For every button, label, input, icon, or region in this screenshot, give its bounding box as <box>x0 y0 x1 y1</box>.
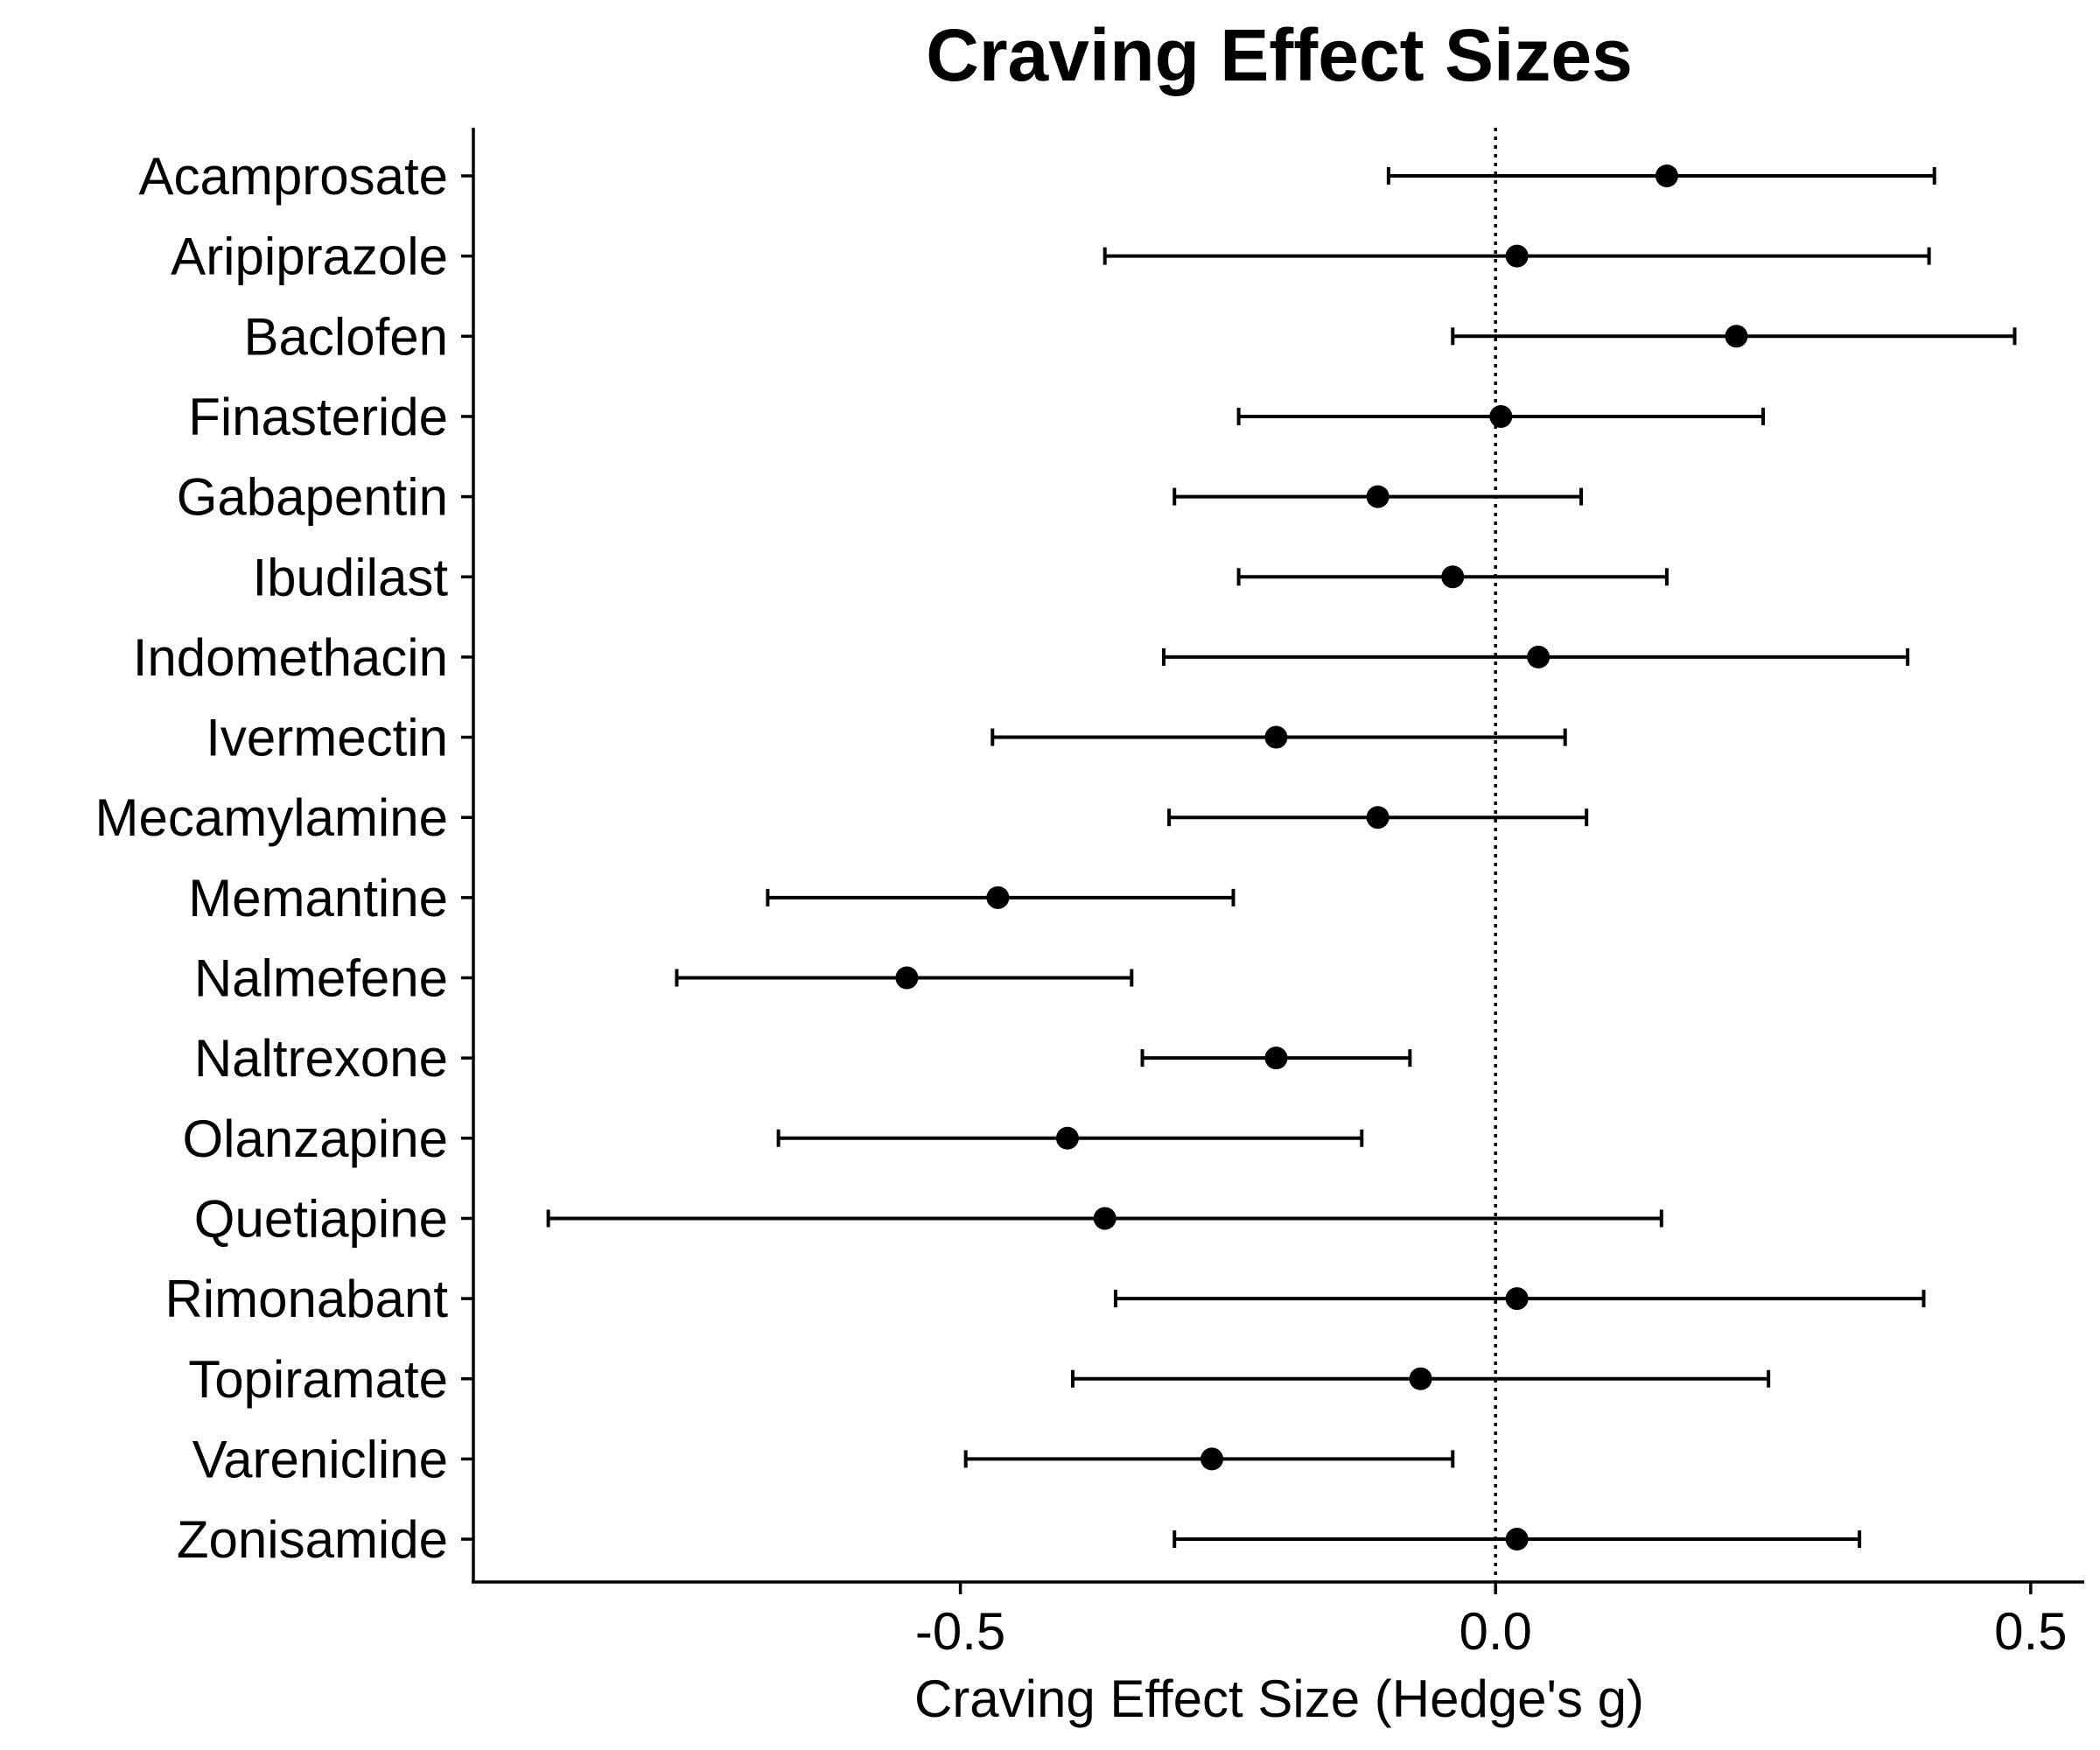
effect-size-point <box>1489 404 1513 428</box>
y-category-label: Olanzapine <box>182 1110 448 1168</box>
effect-size-point <box>1409 1367 1432 1390</box>
effect-size-point <box>1200 1447 1224 1471</box>
x-tick-label: -0.5 <box>915 1602 1005 1661</box>
forest-row <box>1113 1287 1926 1311</box>
effect-size-point <box>1264 725 1288 749</box>
y-category-label: Gabapentin <box>177 468 448 527</box>
y-category-label: Zonisamide <box>177 1510 448 1569</box>
forest-row <box>1172 485 1584 508</box>
y-category-label: Ibudilast <box>253 548 449 606</box>
forest-row <box>776 1126 1364 1150</box>
effect-size-point <box>1366 485 1390 508</box>
forest-row <box>546 1207 1663 1230</box>
y-category-label: Aripiprazole <box>171 228 448 286</box>
forest-row <box>1162 645 1910 668</box>
forest-row <box>990 725 1567 749</box>
effect-size-point <box>1655 164 1678 187</box>
forest-row <box>1236 404 1766 428</box>
x-tick-label: 0.0 <box>1459 1602 1531 1661</box>
forest-row <box>766 886 1236 909</box>
effect-size-point <box>986 886 1010 909</box>
x-axis-title: Craving Effect Size (Hedge's g) <box>914 1670 1644 1728</box>
y-category-label: Naltrexone <box>194 1029 448 1088</box>
effect-size-point <box>1527 645 1550 668</box>
x-tick-label: 0.5 <box>1994 1602 2067 1661</box>
y-category-label: Acamprosate <box>139 147 449 206</box>
forest-row <box>1172 1528 1862 1551</box>
forest-row <box>1071 1367 1771 1390</box>
effect-size-point <box>1505 1528 1529 1551</box>
y-category-label: Quetiapine <box>194 1189 448 1248</box>
effect-size-point <box>1441 565 1465 589</box>
forest-row <box>1451 325 2017 348</box>
y-category-label: Varenicline <box>192 1430 448 1488</box>
forest-row <box>963 1447 1455 1471</box>
forest-row <box>1236 565 1669 589</box>
effect-size-point <box>1093 1207 1116 1230</box>
effect-size-point <box>1366 806 1390 830</box>
effect-size-point <box>895 966 919 990</box>
y-category-label: Mecamylamine <box>95 788 448 847</box>
forest-row <box>1167 806 1589 830</box>
forest-row <box>1102 244 1931 268</box>
y-category-label: Memantine <box>188 869 448 928</box>
y-category-label: Ivermectin <box>206 709 448 767</box>
data-marks <box>546 164 2017 1551</box>
x-axis-ticks: -0.5 0.0 0.5 <box>915 1582 2068 1661</box>
y-category-label: Baclofen <box>244 307 449 366</box>
y-category-label: Rimonabant <box>164 1270 448 1328</box>
effect-size-point <box>1055 1126 1079 1150</box>
effect-size-point <box>1264 1046 1288 1070</box>
y-axis-ticks: Acamprosate Aripiprazole Baclofen Finasteri… <box>95 147 473 1569</box>
effect-size-point <box>1505 244 1529 268</box>
y-category-label: Nalmefene <box>194 949 448 1008</box>
chart-title: Craving Effect Sizes <box>926 14 1633 96</box>
forest-row <box>1140 1046 1412 1070</box>
effect-size-point <box>1725 325 1748 348</box>
effect-size-point <box>1505 1287 1529 1311</box>
y-category-label: Finasteride <box>188 388 448 446</box>
forest-row <box>1386 164 1936 187</box>
y-category-label: Topiramate <box>188 1350 448 1409</box>
y-category-label: Indomethacin <box>133 628 448 687</box>
forest-row <box>675 966 1134 990</box>
